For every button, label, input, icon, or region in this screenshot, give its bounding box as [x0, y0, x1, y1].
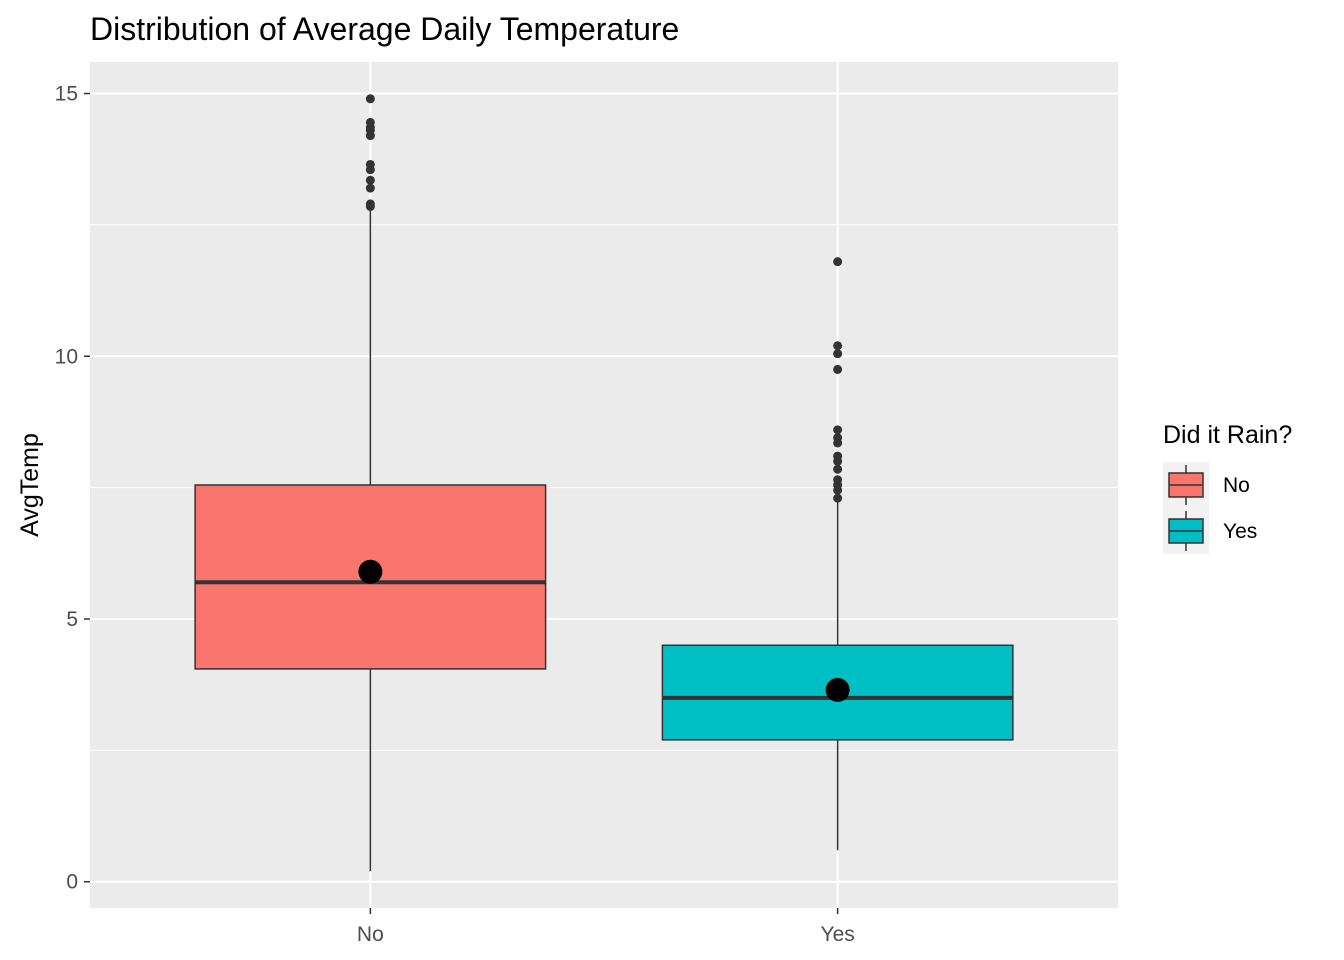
chart-title: Distribution of Average Daily Temperatur…	[90, 11, 679, 47]
outlier-point	[365, 199, 375, 209]
outlier-point	[365, 175, 375, 185]
y-tick-label: 5	[66, 608, 78, 631]
outlier-point	[833, 257, 843, 267]
legend: Did it Rain? No Yes	[1163, 421, 1292, 554]
outlier-point	[833, 425, 843, 435]
x-tick-label: Yes	[821, 923, 855, 946]
mean-point	[825, 677, 850, 702]
y-axis: 0 5 10 15	[55, 83, 90, 894]
legend-label: No	[1223, 474, 1250, 497]
outlier-point	[833, 433, 843, 443]
x-tick-label: No	[357, 923, 384, 946]
outlier-point	[833, 475, 843, 485]
outlier-point	[833, 493, 843, 503]
legend-key-no	[1163, 462, 1209, 508]
outlier-point	[365, 159, 375, 169]
outlier-point	[833, 364, 843, 374]
mean-point	[358, 559, 383, 584]
legend-title: Did it Rain?	[1163, 421, 1292, 449]
y-axis-title: AvgTemp	[16, 433, 44, 537]
outlier-point	[833, 349, 843, 359]
outlier-point	[365, 183, 375, 193]
x-axis: No Yes	[357, 908, 855, 946]
y-tick-label: 10	[55, 345, 78, 368]
box-no	[194, 94, 547, 872]
box-yes	[661, 257, 1014, 851]
box-marks	[194, 94, 1014, 872]
y-tick-label: 15	[55, 83, 78, 106]
outlier-point	[833, 464, 843, 474]
outlier-point	[833, 341, 843, 351]
outlier-point	[365, 117, 375, 127]
outlier-point	[365, 94, 375, 104]
outlier-point	[833, 451, 843, 461]
legend-label: Yes	[1223, 520, 1257, 543]
legend-key-yes	[1163, 508, 1209, 554]
y-tick-label: 0	[66, 871, 78, 894]
